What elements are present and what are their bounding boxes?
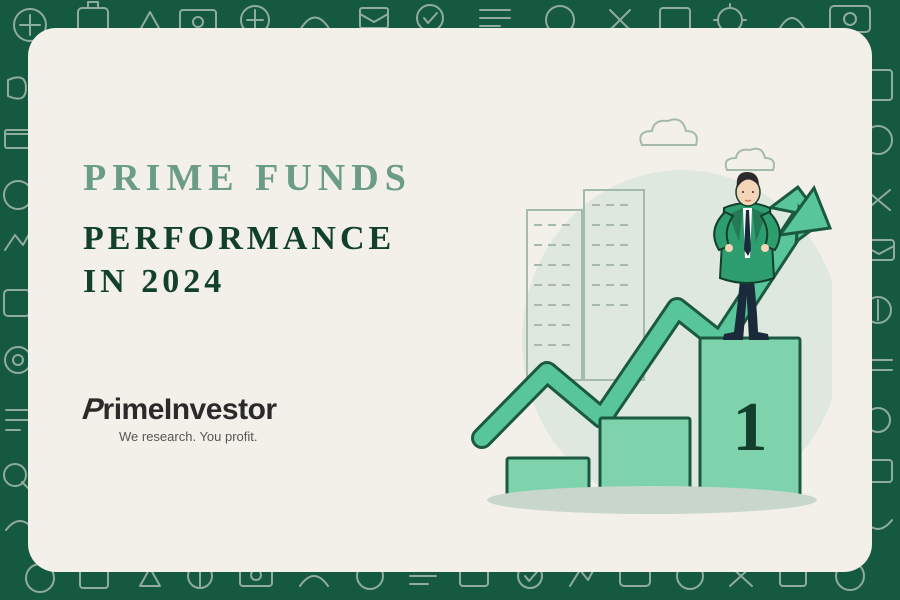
podium-number: 1 [733, 389, 768, 466]
logo-p-icon: P [81, 393, 105, 427]
ground-shadow [487, 486, 817, 514]
text-block: PRIME FUNDS PERFORMANCE IN 2024 PrimeInv… [83, 156, 452, 444]
logo-block: PrimeInvestor We research. You profit. [83, 393, 452, 444]
cloud-icon [640, 119, 774, 170]
title-word-year: IN 2024 [83, 263, 225, 300]
title-line-1: PRIME FUNDS [83, 156, 452, 200]
logo-tagline: We research. You profit. [119, 429, 452, 444]
logo-text: PrimeInvestor [83, 393, 452, 427]
illustration: 1 [452, 80, 832, 520]
title-line-2: PERFORMANCE IN 2024 [83, 218, 452, 303]
title-word-performance: PERFORMANCE [83, 220, 395, 257]
logo-wordmark: rimeInvestor [103, 393, 277, 426]
content-card: PRIME FUNDS PERFORMANCE IN 2024 PrimeInv… [28, 28, 872, 572]
